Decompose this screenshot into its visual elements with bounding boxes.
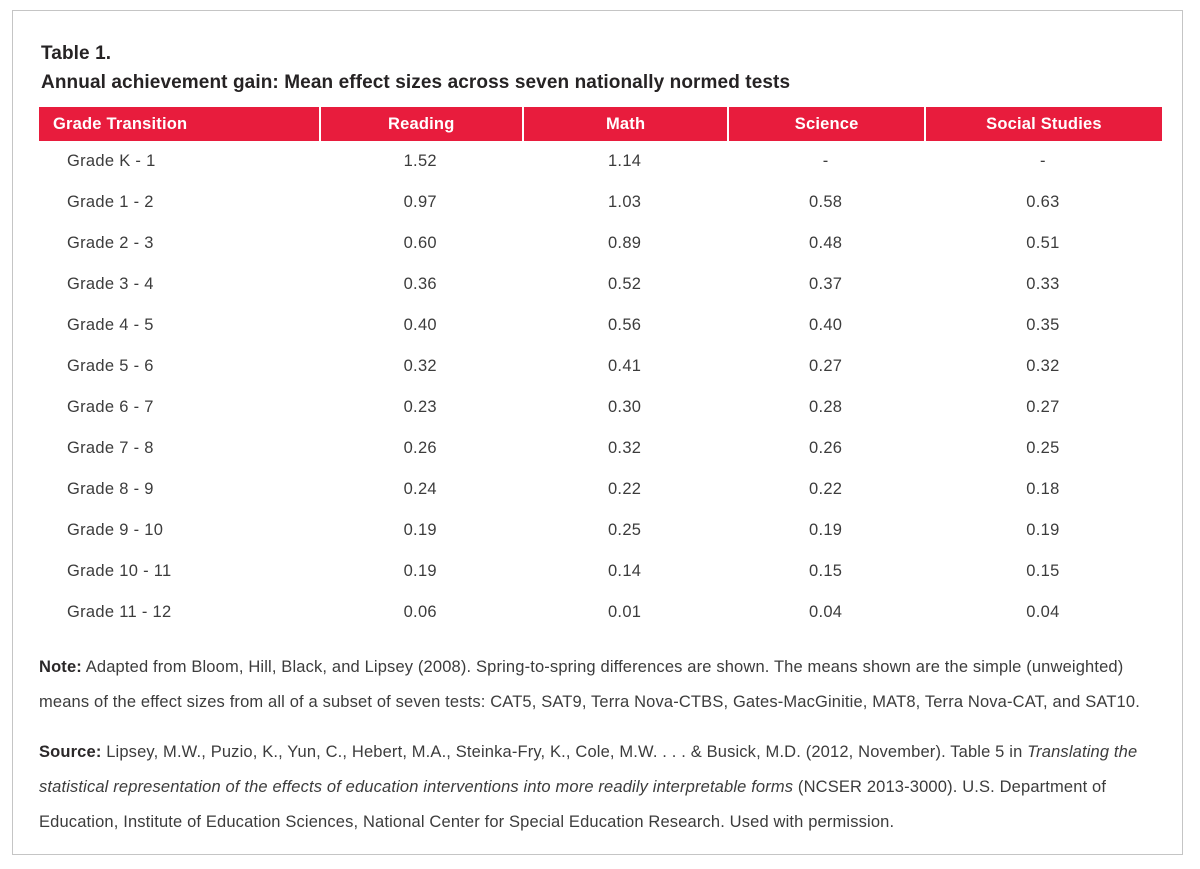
value-cell: 0.48 xyxy=(808,234,843,252)
source-label: Source: xyxy=(39,743,102,761)
value-cell: 0.52 xyxy=(607,275,642,293)
effect-sizes-table: Grade Transition Reading Math Science So… xyxy=(39,107,1162,633)
value-cell: 0.06 xyxy=(403,603,437,621)
value-cell: 0.32 xyxy=(403,357,437,375)
value-cell: 0.19 xyxy=(1026,521,1060,539)
value-cell: 0.63 xyxy=(1026,193,1060,211)
value-cell: 0.27 xyxy=(808,357,843,375)
value-cell: 0.01 xyxy=(607,603,642,621)
value-cell: 0.60 xyxy=(403,234,437,252)
value-cell: 0.25 xyxy=(607,521,642,539)
table-row: Grade 1 - 2 0.97 1.03 0.58 0.63 xyxy=(39,182,1162,223)
value-cell: 0.58 xyxy=(808,193,843,211)
note-label: Note: xyxy=(39,658,82,676)
value-cell: 0.26 xyxy=(403,439,437,457)
value-cell: 1.03 xyxy=(607,193,642,211)
value-cell: 0.28 xyxy=(808,398,843,416)
grade-cell: Grade 9 - 10 xyxy=(67,521,164,539)
value-cell: 0.19 xyxy=(808,521,843,539)
value-cell: - xyxy=(1040,152,1046,170)
table-row: Grade 3 - 4 0.36 0.52 0.37 0.33 xyxy=(39,264,1162,305)
value-cell: 0.97 xyxy=(403,193,437,211)
grade-cell: Grade 11 - 12 xyxy=(67,603,172,621)
column-header-social-studies: Social Studies xyxy=(923,107,1162,141)
table-row: Grade 7 - 8 0.26 0.32 0.26 0.25 xyxy=(39,428,1162,469)
grade-cell: Grade K - 1 xyxy=(67,152,156,170)
grade-cell: Grade 7 - 8 xyxy=(67,439,154,457)
table-body: Grade K - 1 1.52 1.14 - - Grade 1 - 2 0.… xyxy=(39,141,1162,633)
table-row: Grade 5 - 6 0.32 0.41 0.27 0.32 xyxy=(39,346,1162,387)
value-cell: 0.37 xyxy=(808,275,843,293)
grade-cell: Grade 5 - 6 xyxy=(67,357,154,375)
value-cell: 0.15 xyxy=(808,562,843,580)
grade-cell: Grade 2 - 3 xyxy=(67,234,154,252)
table-title-block: Table 1. Annual achievement gain: Mean e… xyxy=(41,39,1162,97)
value-cell: 0.56 xyxy=(607,316,642,334)
grade-cell: Grade 3 - 4 xyxy=(67,275,154,293)
value-cell: 0.32 xyxy=(1026,357,1060,375)
column-header-science: Science xyxy=(727,107,924,141)
grade-cell: Grade 10 - 11 xyxy=(67,562,172,580)
value-cell: 0.32 xyxy=(607,439,642,457)
column-header-reading: Reading xyxy=(318,107,522,141)
value-cell: 0.18 xyxy=(1026,480,1060,498)
value-cell: 0.27 xyxy=(1026,398,1060,416)
value-cell: 0.51 xyxy=(1026,234,1060,252)
value-cell: 0.22 xyxy=(808,480,843,498)
table-row: Grade 2 - 3 0.60 0.89 0.48 0.51 xyxy=(39,223,1162,264)
grade-cell: Grade 6 - 7 xyxy=(67,398,154,416)
source-text-before: Lipsey, M.W., Puzio, K., Yun, C., Hebert… xyxy=(101,743,1028,761)
note-text: Adapted from Bloom, Hill, Black, and Lip… xyxy=(39,658,1140,711)
column-header-math: Math xyxy=(521,107,728,141)
value-cell: 0.41 xyxy=(607,357,642,375)
value-cell: 0.89 xyxy=(607,234,642,252)
value-cell: 0.26 xyxy=(808,439,843,457)
value-cell: 0.14 xyxy=(607,562,642,580)
table-row: Grade 11 - 12 0.06 0.01 0.04 0.04 xyxy=(39,592,1162,633)
value-cell: 0.36 xyxy=(403,275,437,293)
value-cell: 0.15 xyxy=(1026,562,1060,580)
table-row: Grade 6 - 7 0.23 0.30 0.28 0.27 xyxy=(39,387,1162,428)
value-cell: 0.19 xyxy=(403,521,437,539)
value-cell: 1.14 xyxy=(607,152,642,170)
table-row: Grade 10 - 11 0.19 0.14 0.15 0.15 xyxy=(39,551,1162,592)
table-row: Grade K - 1 1.52 1.14 - - xyxy=(39,141,1162,182)
table-row: Grade 4 - 5 0.40 0.56 0.40 0.35 xyxy=(39,305,1162,346)
source-italic-title: Translating the statistical representati… xyxy=(39,743,1138,796)
table-row: Grade 9 - 10 0.19 0.25 0.19 0.19 xyxy=(39,510,1162,551)
page-container: Table 1. Annual achievement gain: Mean e… xyxy=(12,10,1183,855)
grade-cell: Grade 8 - 9 xyxy=(67,480,154,498)
value-cell: 0.19 xyxy=(403,562,437,580)
table-label: Table 1. xyxy=(41,43,112,64)
value-cell: 0.22 xyxy=(607,480,642,498)
table-title: Annual achievement gain: Mean effect siz… xyxy=(41,72,791,93)
note-paragraph: Note: Adapted from Bloom, Hill, Black, a… xyxy=(39,650,1162,720)
value-cell: 0.04 xyxy=(808,603,843,621)
grade-cell: Grade 4 - 5 xyxy=(67,316,154,334)
header-row: Grade Transition Reading Math Science So… xyxy=(39,107,1162,141)
value-cell: 0.23 xyxy=(403,398,437,416)
value-cell: 1.52 xyxy=(403,152,437,170)
value-cell: 0.33 xyxy=(1026,275,1060,293)
value-cell: - xyxy=(822,152,829,170)
value-cell: 0.04 xyxy=(1026,603,1060,621)
grade-cell: Grade 1 - 2 xyxy=(67,193,154,211)
source-paragraph: Source: Lipsey, M.W., Puzio, K., Yun, C.… xyxy=(39,735,1162,840)
value-cell: 0.40 xyxy=(403,316,437,334)
value-cell: 0.35 xyxy=(1026,316,1060,334)
source-text-after: (NCSER 2013-3000). U.S. Department of Ed… xyxy=(39,778,1107,831)
table-row: Grade 8 - 9 0.24 0.22 0.22 0.18 xyxy=(39,469,1162,510)
column-header-grade-transition: Grade Transition xyxy=(39,107,319,141)
value-cell: 0.40 xyxy=(808,316,843,334)
value-cell: 0.30 xyxy=(607,398,642,416)
value-cell: 0.25 xyxy=(1026,439,1060,457)
table-header: Grade Transition Reading Math Science So… xyxy=(39,107,1162,141)
value-cell: 0.24 xyxy=(403,480,437,498)
